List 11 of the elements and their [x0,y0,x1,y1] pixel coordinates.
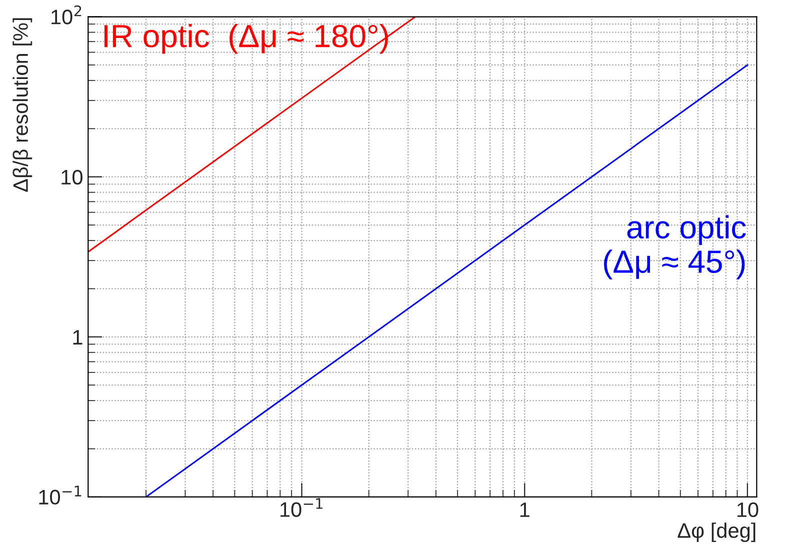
y-tick-label: 10$^{2}$ [52,5,82,24]
x-tick-label: 10$^{−1}$ [280,498,322,517]
y-tick-label: 10$^{−1}$ [39,486,82,505]
series-label: IR optic (Δμ ≈ 180°) [104,24,388,54]
y-axis-title: Δβ/β resolution [%] [12,18,32,192]
y-tick-label: 10 [62,170,82,185]
x-axis-title: Δφ [deg] [678,522,756,542]
x-tick-label: 10 [737,502,758,518]
x-tick-label: 1 [520,502,530,517]
series-label: arc optic (Δμ ≈ 45°) [604,215,746,280]
y-tick-label: 1 [73,330,82,344]
